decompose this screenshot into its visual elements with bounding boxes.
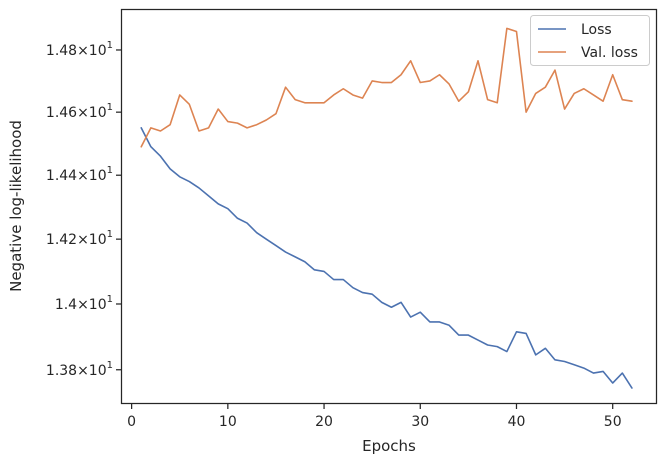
y-tick-label: 1.46×101 bbox=[46, 102, 113, 121]
x-tick-label: 50 bbox=[604, 414, 622, 430]
series-line-val-loss bbox=[140, 27, 633, 148]
legend: Loss Val. loss bbox=[530, 15, 650, 66]
legend-label-val-loss: Val. loss bbox=[581, 45, 638, 61]
x-tick-label: 10 bbox=[219, 414, 237, 430]
x-axis-label: Epochs bbox=[362, 437, 416, 455]
y-tick-label: 1.38×101 bbox=[46, 360, 113, 379]
y-tick-label: 1.4×101 bbox=[55, 294, 113, 313]
y-tick-label: 1.44×101 bbox=[46, 165, 113, 184]
x-tick-label: 40 bbox=[508, 414, 526, 430]
y-tick-label: 1.48×101 bbox=[46, 40, 113, 59]
legend-label-loss: Loss bbox=[581, 22, 612, 38]
legend-frame bbox=[530, 15, 650, 66]
y-tick-label: 1.42×101 bbox=[46, 229, 113, 248]
plot-lines bbox=[140, 27, 633, 389]
x-tick-label: 30 bbox=[411, 414, 429, 430]
y-axis-label: Negative log-likelihood bbox=[7, 120, 25, 292]
y-axis-ticks: 1.38×101 1.4×101 1.42×101 1.44×101 1.46×101 1… bbox=[46, 40, 122, 379]
plot-frame bbox=[120, 8, 658, 405]
x-tick-label: 20 bbox=[315, 414, 333, 430]
x-tick-label: 0 bbox=[127, 414, 136, 430]
x-axis-ticks: 0 10 20 30 40 50 bbox=[127, 403, 622, 430]
series-line-loss bbox=[140, 127, 633, 389]
